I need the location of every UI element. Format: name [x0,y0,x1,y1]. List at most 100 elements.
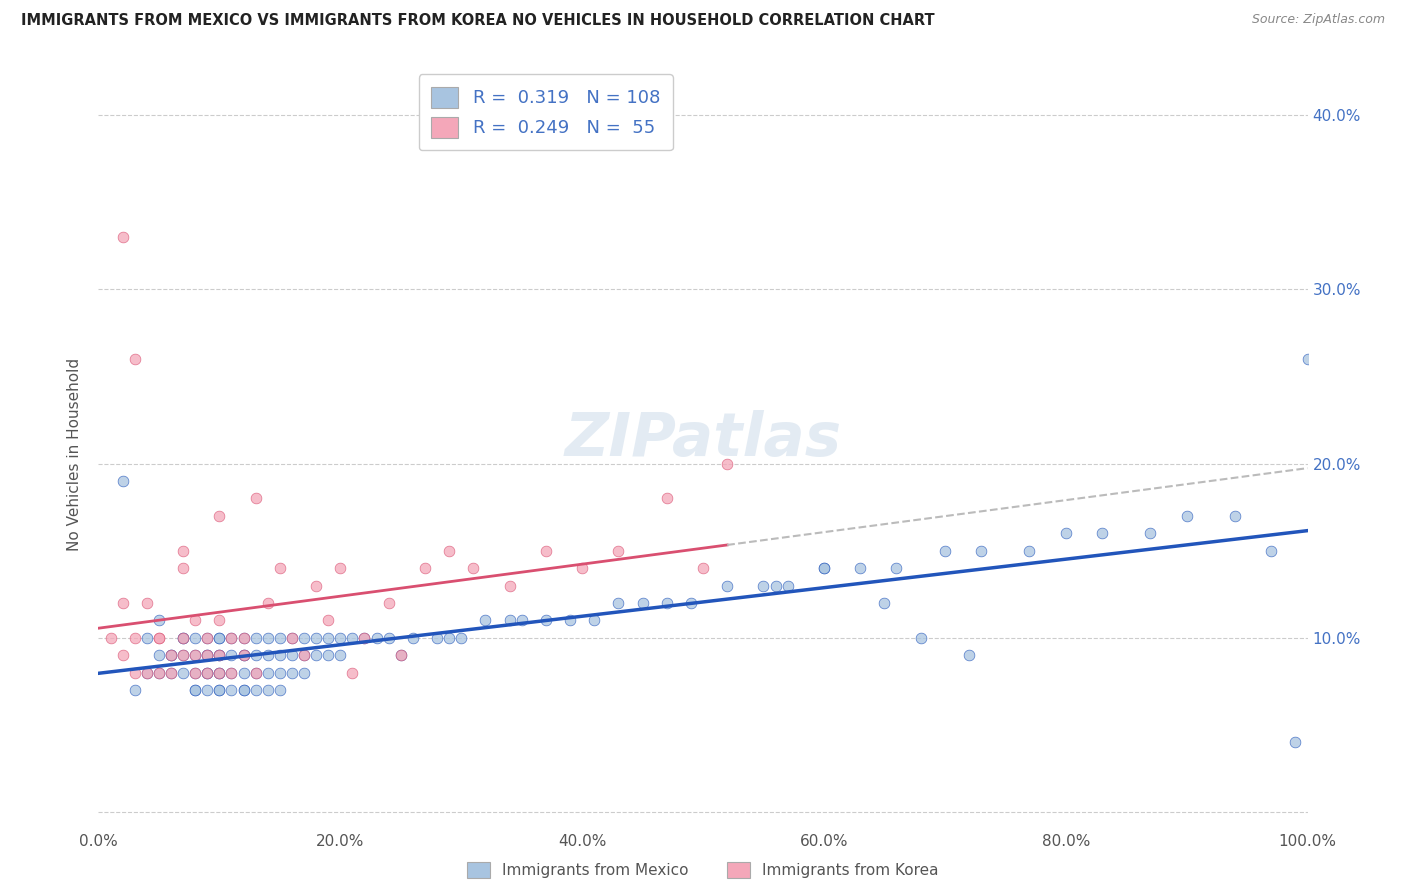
Point [583,614,606,628]
Point [208,508,231,523]
Text: Source: ZipAtlas.com: Source: ZipAtlas.com [1251,13,1385,27]
Point [184,683,207,698]
Point [607,596,630,610]
Point [172,648,194,663]
Point [245,683,267,698]
Point [534,614,557,628]
Point [208,665,231,680]
Point [269,561,291,575]
Point [316,631,339,645]
Point [256,596,278,610]
Point [389,648,412,663]
Point [353,631,375,645]
Point [245,648,267,663]
Point [849,561,872,575]
Point [148,631,170,645]
Point [184,614,207,628]
Point [245,665,267,680]
Point [195,648,218,663]
Point [245,491,267,506]
Point [160,665,183,680]
Point [172,648,194,663]
Point [413,561,436,575]
Point [148,648,170,663]
Point [160,665,183,680]
Point [910,631,932,645]
Point [534,543,557,558]
Point [172,631,194,645]
Point [256,665,278,680]
Point [172,665,194,680]
Point [256,648,278,663]
Point [100,631,122,645]
Point [111,596,134,610]
Point [195,648,218,663]
Point [269,631,291,645]
Point [269,665,291,680]
Point [1296,352,1319,367]
Point [655,596,678,610]
Point [316,614,339,628]
Point [305,631,328,645]
Point [463,561,485,575]
Point [305,648,328,663]
Point [208,648,231,663]
Point [1284,735,1306,749]
Point [172,543,194,558]
Point [342,631,364,645]
Point [813,561,835,575]
Point [232,683,254,698]
Point [208,683,231,698]
Point [160,648,183,663]
Point [1175,508,1198,523]
Point [148,631,170,645]
Text: ZIPatlas: ZIPatlas [564,410,842,469]
Point [135,665,157,680]
Point [353,631,375,645]
Point [377,596,399,610]
Point [184,648,207,663]
Point [245,631,267,645]
Point [970,543,993,558]
Point [437,631,460,645]
Legend: Immigrants from Mexico, Immigrants from Korea: Immigrants from Mexico, Immigrants from … [461,856,945,884]
Point [256,683,278,698]
Point [716,457,738,471]
Point [124,352,146,367]
Point [221,631,243,645]
Point [316,648,339,663]
Point [292,665,315,680]
Point [281,665,304,680]
Point [281,648,304,663]
Point [184,648,207,663]
Point [221,665,243,680]
Point [716,579,738,593]
Point [160,648,183,663]
Point [1091,526,1114,541]
Point [292,648,315,663]
Point [558,614,581,628]
Point [124,683,146,698]
Point [111,474,134,488]
Point [329,561,352,575]
Point [329,631,352,645]
Point [873,596,896,610]
Legend: R =  0.319   N = 108, R =  0.249   N =  55: R = 0.319 N = 108, R = 0.249 N = 55 [419,74,673,151]
Point [195,648,218,663]
Point [329,648,352,663]
Point [195,665,218,680]
Point [135,631,157,645]
Point [208,631,231,645]
Point [692,561,714,575]
Point [342,665,364,680]
Point [111,648,134,663]
Point [221,665,243,680]
Point [135,596,157,610]
Point [679,596,702,610]
Point [377,631,399,645]
Point [208,665,231,680]
Point [184,665,207,680]
Point [292,648,315,663]
Point [148,665,170,680]
Point [655,491,678,506]
